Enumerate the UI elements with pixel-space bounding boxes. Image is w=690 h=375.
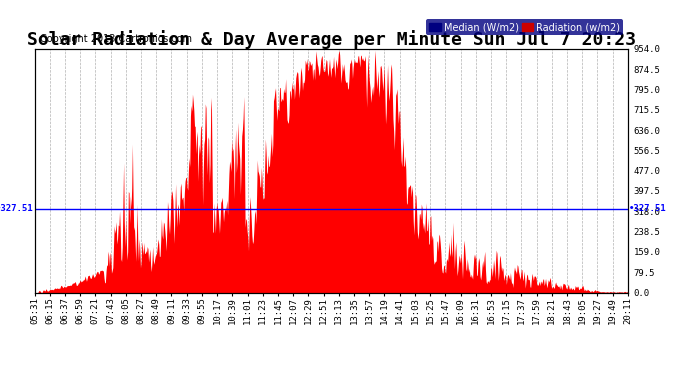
Legend: Median (W/m2), Radiation (w/m2): Median (W/m2), Radiation (w/m2) — [426, 20, 623, 35]
Text: Copyright 2013 Cartronics.com: Copyright 2013 Cartronics.com — [41, 34, 193, 44]
Title: Solar Radiation & Day Average per Minute Sun Jul 7 20:23: Solar Radiation & Day Average per Minute… — [27, 30, 635, 49]
Text: •327.51: •327.51 — [629, 204, 666, 213]
Text: •327.51: •327.51 — [0, 204, 34, 213]
